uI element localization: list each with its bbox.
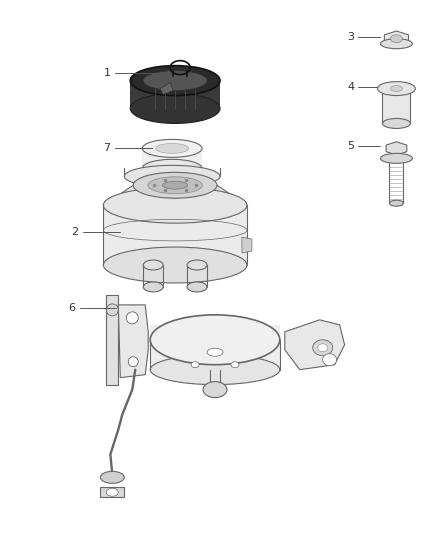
Ellipse shape — [207, 348, 223, 356]
Ellipse shape — [150, 315, 280, 365]
Ellipse shape — [130, 94, 220, 124]
Polygon shape — [386, 142, 407, 155]
Ellipse shape — [142, 159, 202, 177]
Ellipse shape — [382, 118, 410, 128]
Ellipse shape — [124, 165, 220, 187]
Ellipse shape — [128, 357, 138, 367]
Ellipse shape — [143, 260, 163, 270]
Polygon shape — [385, 31, 409, 46]
Ellipse shape — [191, 362, 199, 368]
Polygon shape — [106, 295, 118, 385]
Ellipse shape — [389, 200, 403, 206]
Text: 3: 3 — [348, 32, 355, 42]
Polygon shape — [142, 148, 202, 168]
Ellipse shape — [103, 247, 247, 283]
Ellipse shape — [162, 181, 188, 189]
Ellipse shape — [381, 39, 413, 49]
Ellipse shape — [378, 82, 415, 95]
Ellipse shape — [106, 488, 118, 496]
Ellipse shape — [126, 312, 138, 324]
Ellipse shape — [106, 304, 118, 316]
Text: 4: 4 — [347, 82, 355, 92]
Ellipse shape — [318, 344, 328, 352]
Ellipse shape — [187, 260, 207, 270]
Ellipse shape — [155, 143, 189, 154]
Ellipse shape — [143, 282, 163, 292]
Polygon shape — [103, 185, 247, 205]
Ellipse shape — [155, 323, 275, 357]
Ellipse shape — [150, 355, 280, 385]
Polygon shape — [103, 205, 247, 265]
Ellipse shape — [130, 66, 220, 95]
Ellipse shape — [390, 86, 403, 92]
Polygon shape — [118, 305, 148, 378]
Polygon shape — [130, 80, 220, 109]
Ellipse shape — [133, 172, 217, 198]
Polygon shape — [150, 325, 280, 370]
Text: 5: 5 — [348, 141, 355, 151]
Ellipse shape — [100, 471, 124, 483]
Ellipse shape — [187, 282, 207, 292]
Text: 1: 1 — [103, 68, 110, 78]
Polygon shape — [382, 88, 410, 124]
Text: 2: 2 — [71, 227, 78, 237]
Ellipse shape — [313, 340, 332, 356]
Polygon shape — [285, 320, 345, 370]
Polygon shape — [242, 237, 252, 253]
Ellipse shape — [323, 354, 337, 366]
Ellipse shape — [148, 177, 202, 193]
Ellipse shape — [142, 140, 202, 157]
Polygon shape — [100, 487, 124, 497]
Ellipse shape — [231, 362, 239, 368]
Ellipse shape — [203, 382, 227, 398]
Text: 7: 7 — [103, 143, 110, 154]
Ellipse shape — [103, 187, 247, 223]
Ellipse shape — [381, 154, 413, 163]
Polygon shape — [160, 83, 173, 94]
Ellipse shape — [143, 71, 207, 91]
Ellipse shape — [390, 35, 403, 43]
Text: 6: 6 — [68, 303, 75, 313]
